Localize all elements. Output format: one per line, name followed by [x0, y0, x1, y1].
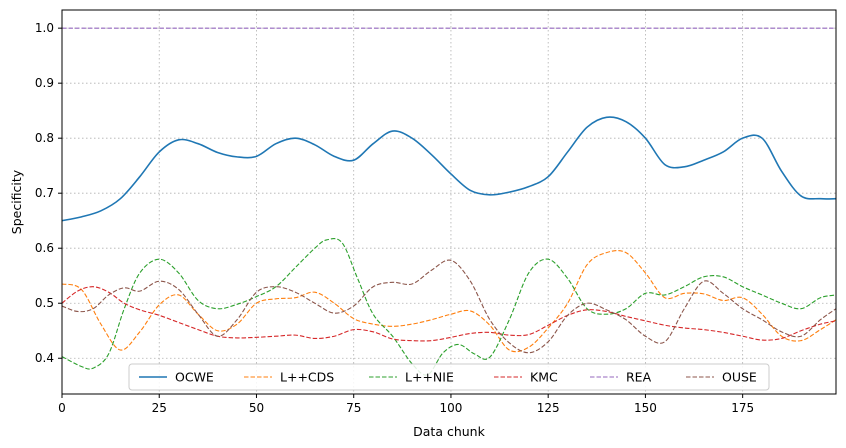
plot-frame [61, 9, 837, 395]
grid-lines [61, 10, 836, 394]
x-tick-label: 75 [346, 401, 361, 415]
series-line-ouse [62, 259, 836, 354]
x-tick-label: 150 [634, 401, 657, 415]
y-axis-title: Specificity [9, 169, 24, 234]
y-tick-label: 0.9 [35, 76, 54, 90]
legend-label: KMC [530, 370, 558, 385]
x-tick-label: 100 [439, 401, 462, 415]
legend-label: L++NIE [405, 370, 454, 385]
legend-label: OCWE [175, 370, 214, 385]
x-tick-label: 175 [731, 401, 754, 415]
x-tick-label: 0 [58, 401, 66, 415]
legend-box [128, 363, 770, 391]
x-axis-title: Data chunk [413, 424, 485, 439]
y-tick-label: 0.8 [35, 131, 54, 145]
legend-label: OUSE [722, 370, 757, 385]
legend: OCWE L++CDS L++NIE KMC REA OUSE [128, 363, 770, 391]
series-line-ocwe [62, 116, 836, 222]
x-tick-label: 50 [249, 401, 264, 415]
y-axis-ticks: 0.4 0.5 0.6 0.7 0.8 0.9 1.0 [35, 21, 62, 365]
series-line-l-cds [62, 250, 836, 353]
y-tick-label: 0.7 [35, 186, 54, 200]
x-tick-label: 25 [152, 401, 167, 415]
x-tick-label: 125 [537, 401, 560, 415]
x-axis-ticks: 0 25 50 75 100 125 150 175 [58, 394, 754, 415]
y-tick-label: 1.0 [35, 21, 54, 35]
y-tick-label: 0.4 [35, 351, 54, 365]
y-tick-label: 0.6 [35, 241, 54, 255]
series-layer [62, 27, 836, 376]
series-line-l-nie [62, 238, 836, 376]
legend-label: REA [626, 370, 652, 385]
series-line-kmc [62, 286, 836, 342]
y-tick-label: 0.5 [35, 296, 54, 310]
legend-label: L++CDS [280, 370, 334, 385]
